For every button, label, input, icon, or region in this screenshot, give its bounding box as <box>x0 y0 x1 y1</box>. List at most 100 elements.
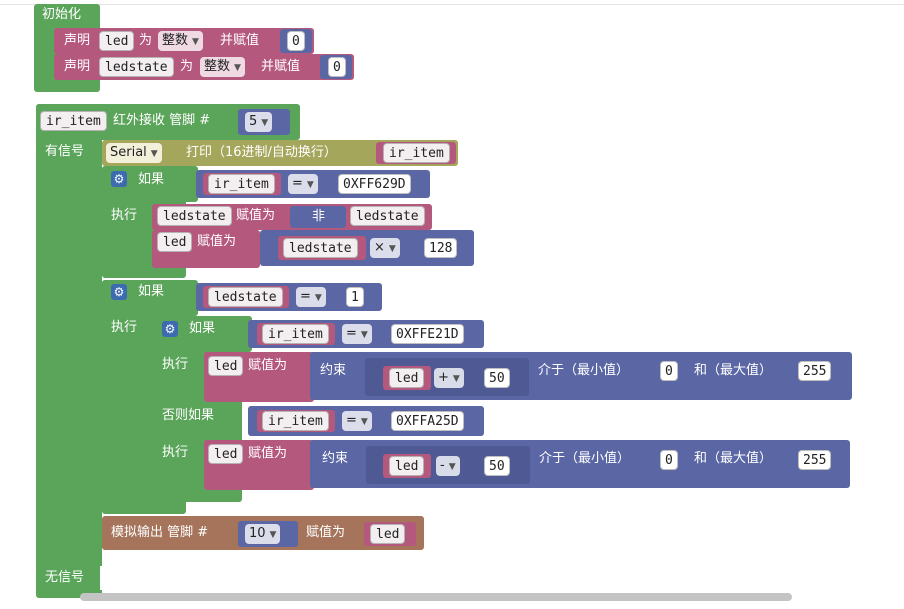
serial-port-value: Serial <box>110 145 147 160</box>
max-field[interactable]: 255 <box>798 450 832 470</box>
constrain-var-field[interactable]: led <box>389 368 425 388</box>
set-assign: 赋值为 <box>197 234 237 249</box>
between-label: 介于（最小值） <box>538 363 630 378</box>
arith-var-field[interactable]: ledstate <box>283 238 358 258</box>
number-field[interactable]: 0 <box>287 31 305 51</box>
min-field[interactable]: 0 <box>660 361 678 381</box>
dropdown-arrow-icon: ▼ <box>314 293 322 303</box>
dropdown-arrow-icon: ▼ <box>452 374 460 384</box>
not-block[interactable] <box>290 206 346 228</box>
declare-as: 为 <box>180 59 194 74</box>
declare-var-field[interactable]: ledstate <box>99 57 174 77</box>
arith-op-dropdown[interactable]: + ▼ <box>434 368 464 388</box>
gear-icon[interactable]: ⚙ <box>111 171 127 187</box>
inner-if-var-field[interactable]: ir_item <box>262 324 329 344</box>
between-label: 介于（最小值） <box>539 451 631 466</box>
op-value: = <box>300 289 311 304</box>
constrain-label: 约束 <box>322 451 349 466</box>
declare-kw: 声明 <box>64 33 91 48</box>
declare-assign: 并赋值 <box>220 33 260 48</box>
set-var-field[interactable]: led <box>157 232 193 252</box>
op-value: × <box>374 240 385 255</box>
type-dropdown[interactable]: 整数 ▼ <box>158 31 203 51</box>
number-field[interactable]: 0 <box>328 57 346 77</box>
elseif-label: 否则如果 <box>162 408 215 423</box>
op-value: = <box>346 326 357 341</box>
if1-op-dropdown[interactable]: = ▼ <box>288 174 318 194</box>
if1-kw: 如果 <box>138 172 165 187</box>
ir-pin-value: 5 <box>249 114 258 129</box>
elseif-do: 执行 <box>162 445 189 460</box>
inner-if-kw: 如果 <box>189 321 216 336</box>
init-label: 初始化 <box>42 7 82 22</box>
and-label: 和（最大值） <box>694 451 773 466</box>
ir-pin-dropdown[interactable]: 5 ▼ <box>245 112 273 132</box>
arith-value-field[interactable]: 128 <box>424 238 458 258</box>
op-value: + <box>438 370 449 385</box>
dropdown-arrow-icon: ▼ <box>360 417 368 427</box>
dropdown-arrow-icon: ▼ <box>448 462 456 472</box>
inner-if-op-dropdown[interactable]: = ▼ <box>342 324 372 344</box>
set-var-field[interactable]: led <box>208 444 244 464</box>
analog-arg-field[interactable]: led <box>370 524 406 544</box>
type-value: 整数 <box>162 33 189 48</box>
declare-kw: 声明 <box>64 59 91 74</box>
ir-receive-label: 红外接收 管脚 # <box>113 113 211 128</box>
if1-value-field[interactable]: 0XFF629D <box>338 174 411 194</box>
not-arg-field[interactable]: ledstate <box>350 206 425 226</box>
workspace-top-divider <box>0 4 904 5</box>
analog-pin-dropdown[interactable]: 10 ▼ <box>245 524 281 544</box>
dropdown-arrow-icon: ▼ <box>234 63 241 73</box>
dropdown-arrow-icon: ▼ <box>261 118 269 128</box>
if2-op-dropdown[interactable]: = ▼ <box>296 287 326 307</box>
dropdown-arrow-icon: ▼ <box>150 149 158 159</box>
op-value: - <box>440 458 445 473</box>
and-label: 和（最大值） <box>694 363 773 378</box>
ir-receive-block[interactable] <box>36 104 102 598</box>
gear-icon[interactable]: ⚙ <box>111 284 127 300</box>
min-field[interactable]: 0 <box>660 450 678 470</box>
not-label: 非 <box>312 209 326 224</box>
arith-value-field[interactable]: 50 <box>484 368 510 388</box>
if2-kw: 如果 <box>138 284 165 299</box>
set-var-field[interactable]: ledstate <box>157 206 232 226</box>
dropdown-arrow-icon: ▼ <box>192 37 199 47</box>
no-signal-slot[interactable] <box>100 566 130 590</box>
inner-if-do: 执行 <box>162 357 189 372</box>
analog-label: 模拟输出 管脚 # <box>111 525 209 540</box>
if2-value-field[interactable]: 1 <box>346 287 364 307</box>
has-signal-label: 有信号 <box>45 144 85 159</box>
ir-var-field[interactable]: ir_item <box>40 111 107 131</box>
if1-var-field[interactable]: ir_item <box>208 174 275 194</box>
max-field[interactable]: 255 <box>798 361 832 381</box>
analog-assign: 赋值为 <box>306 525 346 540</box>
horizontal-scrollbar[interactable] <box>80 593 792 601</box>
op-value: = <box>292 176 303 191</box>
constrain-var-field[interactable]: led <box>389 456 425 476</box>
type-dropdown[interactable]: 整数 ▼ <box>200 57 245 77</box>
arith-op-dropdown[interactable]: × ▼ <box>370 238 400 258</box>
dropdown-arrow-icon: ▼ <box>306 180 314 190</box>
gear-icon[interactable]: ⚙ <box>162 321 178 337</box>
elseif-op-dropdown[interactable]: = ▼ <box>342 411 372 431</box>
constrain-label: 约束 <box>320 363 347 378</box>
serial-arg-field[interactable]: ir_item <box>383 143 450 163</box>
declare-as: 为 <box>139 33 153 48</box>
dropdown-arrow-icon: ▼ <box>269 530 277 540</box>
if2-do: 执行 <box>111 320 138 335</box>
declare-var-field[interactable]: led <box>99 31 135 51</box>
arith-op-dropdown[interactable]: - ▼ <box>436 456 460 476</box>
set-assign: 赋值为 <box>248 358 288 373</box>
set-assign: 赋值为 <box>248 446 288 461</box>
dropdown-arrow-icon: ▼ <box>388 244 396 254</box>
set-assign: 赋值为 <box>236 208 276 223</box>
dropdown-arrow-icon: ▼ <box>360 330 368 340</box>
inner-if-value-field[interactable]: 0XFFE21D <box>391 324 464 344</box>
arith-value-field[interactable]: 50 <box>484 456 510 476</box>
if2-var-field[interactable]: ledstate <box>208 287 283 307</box>
set-var-field[interactable]: led <box>208 356 244 376</box>
serial-port-dropdown[interactable]: Serial ▼ <box>106 143 162 163</box>
serial-print-label: 打印（16进制/自动换行） <box>186 145 337 160</box>
elseif-var-field[interactable]: ir_item <box>262 411 329 431</box>
elseif-value-field[interactable]: 0XFFA25D <box>391 411 464 431</box>
